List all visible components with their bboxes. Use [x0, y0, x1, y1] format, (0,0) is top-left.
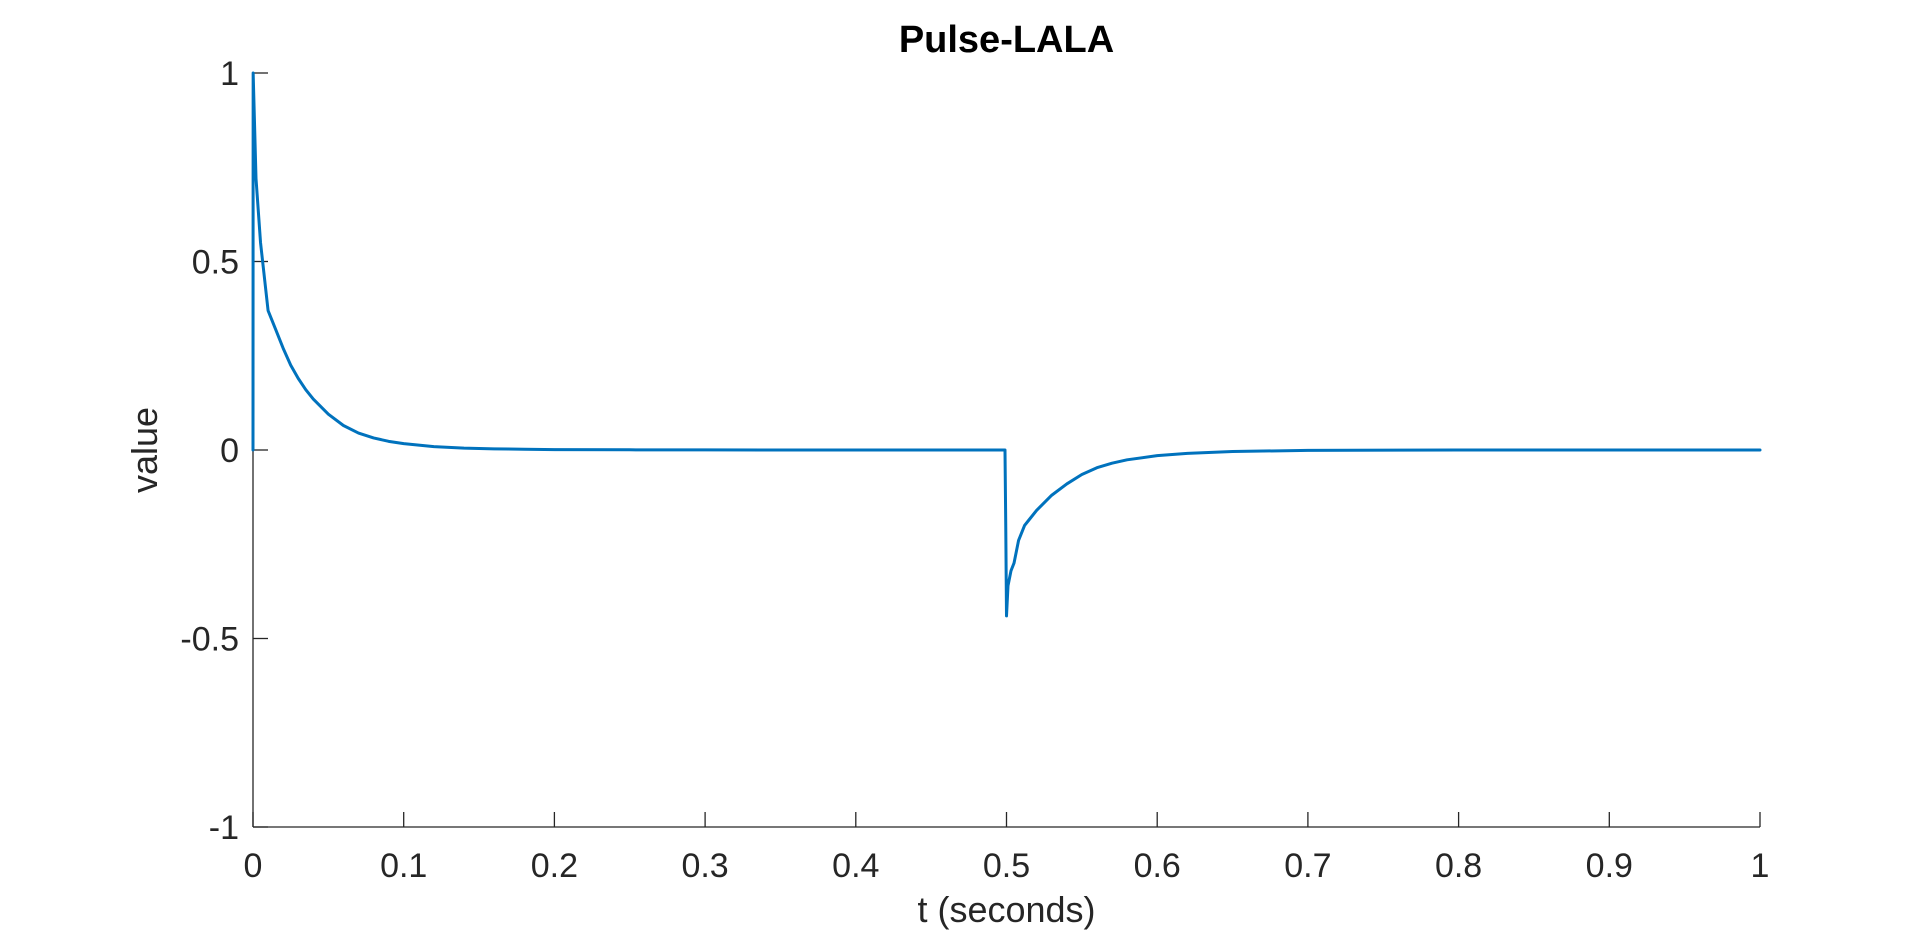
x-tick-label: 1 — [1751, 847, 1770, 885]
axes: 0 0.1 0.2 0.3 0.4 0.5 0.6 0.7 0.8 0.9 1 -1 -0.5 0 0.5 1 — [180, 55, 1769, 885]
x-tick-label: 0.3 — [681, 847, 728, 885]
x-tick-label: 0.6 — [1134, 847, 1181, 885]
x-tick-label: 0.7 — [1284, 847, 1331, 885]
x-tick-label: 0.5 — [983, 847, 1030, 885]
y-tick-label: 0.5 — [192, 244, 239, 282]
x-tick-label: 0.2 — [531, 847, 578, 885]
chart-title: Pulse-LALA — [899, 19, 1114, 61]
plot-area — [251, 71, 1762, 618]
y-tick-label: -0.5 — [180, 621, 239, 659]
y-axis-label: value — [124, 407, 165, 493]
x-tick-label: 0 — [244, 847, 263, 885]
y-tick-label: 0 — [220, 432, 239, 470]
x-axis-label: t (seconds) — [917, 889, 1095, 930]
y-tick-label: -1 — [209, 809, 239, 847]
x-tick-label: 0.4 — [832, 847, 879, 885]
x-tick-label: 0.1 — [380, 847, 427, 885]
y-tick-label: 1 — [220, 55, 239, 93]
series-line — [251, 71, 1762, 618]
x-tick-label: 0.9 — [1586, 847, 1633, 885]
x-tick-label: 0.8 — [1435, 847, 1482, 885]
